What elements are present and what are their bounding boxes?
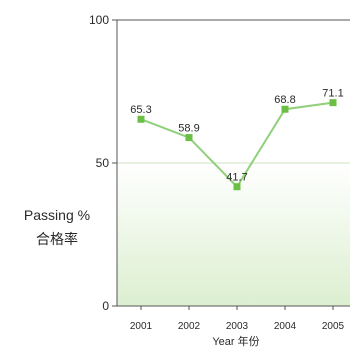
y-ticks: 0 50 100 <box>89 13 117 313</box>
data-point-marker <box>329 99 337 107</box>
data-point-marker <box>185 134 193 142</box>
y-axis-title-line2: 合格率 <box>36 231 78 247</box>
y-tick-label: 100 <box>89 13 109 27</box>
y-axis-title-line1: Passing % <box>24 207 90 223</box>
x-tick-label: 2004 <box>274 321 297 332</box>
x-tick-label: 2001 <box>130 321 153 332</box>
x-tick-label: 2005 <box>322 321 345 332</box>
data-point-marker <box>137 115 145 123</box>
data-point-label: 68.8 <box>274 94 295 106</box>
x-ticks: 2001 2002 2003 2004 2005 <box>130 306 345 332</box>
data-point-label: 65.3 <box>130 104 151 116</box>
series-markers <box>137 99 337 191</box>
data-labels: 65.3 58.9 41.7 68.8 71.1 <box>130 88 343 184</box>
x-tick-label: 2002 <box>178 321 201 332</box>
data-point-label: 41.7 <box>226 172 247 184</box>
data-point-label: 71.1 <box>322 88 343 100</box>
x-axis-title: Year 年份 <box>212 334 259 348</box>
x-tick-label: 2003 <box>226 321 249 332</box>
y-tick-label: 50 <box>96 156 110 170</box>
y-tick-label: 0 <box>102 299 109 313</box>
data-point-marker <box>281 105 289 113</box>
data-point-label: 58.9 <box>178 123 199 135</box>
data-point-marker <box>233 183 241 191</box>
